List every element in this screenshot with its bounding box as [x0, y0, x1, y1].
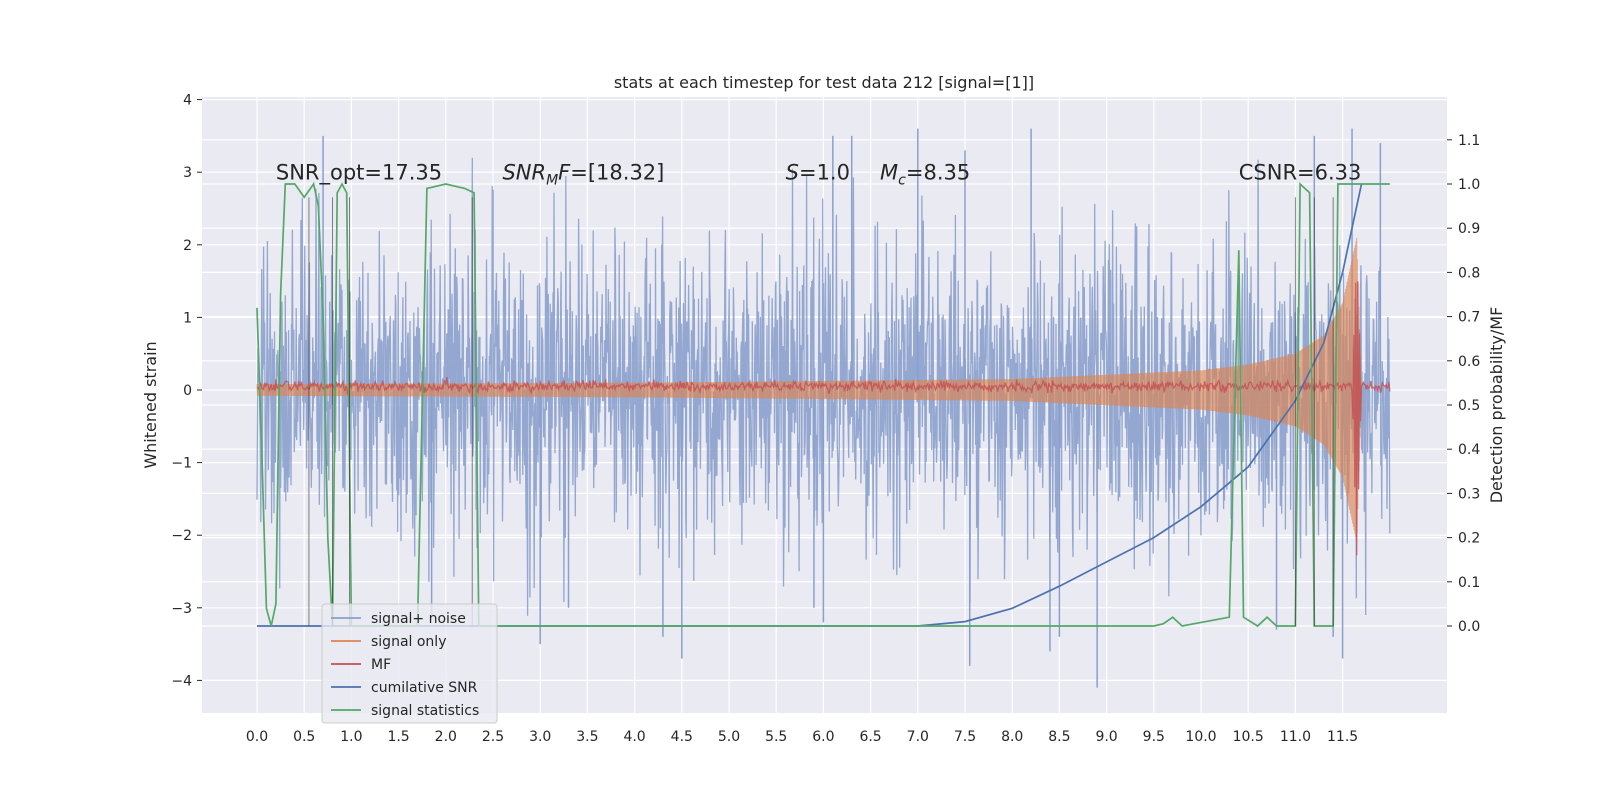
annotation-2: S=1.0 [786, 160, 850, 184]
series-cumilative-snr [257, 183, 1363, 627]
x-tick-label: 7.0 [907, 729, 929, 745]
annotation-part: M [880, 160, 898, 184]
annotation-part: =1.0 [799, 160, 850, 184]
y-right-tick-label: 0.3 [1458, 486, 1480, 502]
y-axis-label: Whitened strain [141, 341, 160, 468]
y-right-tick-label: 0.2 [1458, 531, 1480, 547]
y-tick-label: 4 [183, 93, 192, 109]
y-right-tick-label: 0.4 [1458, 442, 1480, 458]
x-tick-label: 7.5 [954, 729, 976, 745]
annotation-part: M [546, 172, 558, 188]
annotation-part: S [786, 160, 799, 184]
series-signal-only [256, 237, 1362, 541]
annotation-layer: SNR_opt=17.35 SNRMF=[18.32] S=1.0 Mc=8.35 CS… [276, 160, 1362, 188]
y-right-tick-label: 0.7 [1458, 310, 1480, 326]
legend: signal+ noise signal only MF cumilative SNR… [321, 603, 498, 724]
mf-line [256, 281, 1391, 556]
x-tick-label: 3.0 [529, 729, 551, 745]
y-tick-label: 0 [183, 383, 192, 399]
annotation-part: c [898, 172, 906, 188]
x-tick-label: 4.5 [671, 729, 693, 745]
y-tick-label: −1 [171, 456, 192, 472]
x-tick-label: 8.5 [1048, 729, 1070, 745]
x-tick-label: 8.0 [1001, 729, 1023, 745]
y-right-tick-label: 0.0 [1458, 619, 1480, 635]
y-tick-label: 1 [183, 310, 192, 326]
x-tick-label: 9.5 [1143, 729, 1165, 745]
y-right-tick-label: 0.6 [1458, 354, 1480, 370]
x-tick-label: 10.0 [1185, 729, 1216, 745]
annotation-1: SNRMF=[18.32] [502, 160, 664, 188]
annotation-part: SNR [502, 160, 546, 184]
y-tick-label: −2 [171, 528, 192, 544]
y-tick-label: 2 [183, 238, 192, 254]
signal-only-line [256, 237, 1362, 541]
y-right-tick-label: 0.1 [1458, 575, 1480, 591]
x-tick-label: 1.0 [340, 729, 362, 745]
y-tick-label: 3 [183, 165, 192, 181]
x-tick-label: 0.5 [293, 729, 315, 745]
legend-item-label: cumilative SNR [371, 680, 478, 696]
annotation-part: =[18.32] [570, 160, 664, 184]
y-axis-label-right: Detection probability/MF [1487, 307, 1506, 504]
cumilative-snr-line [257, 183, 1363, 627]
annotation-part: =8.35 [906, 160, 970, 184]
annotation-part: F [558, 160, 571, 184]
annotation-0: SNR_opt=17.35 [276, 160, 442, 185]
x-tick-label: 5.0 [718, 729, 740, 745]
x-tick-label: 11.5 [1327, 729, 1358, 745]
legend-item-label: signal only [371, 634, 446, 650]
series-signal-statistics [256, 181, 1390, 628]
y-right-tick-label: 0.8 [1458, 265, 1480, 281]
series-layer [256, 128, 1391, 688]
x-tick-label: 4.0 [623, 729, 645, 745]
series-mf [256, 281, 1391, 556]
x-tick-label: 10.5 [1233, 729, 1264, 745]
legend-item-label: signal statistics [371, 703, 479, 719]
y-tick-label: −3 [171, 601, 192, 617]
x-tick-label: 2.0 [435, 729, 457, 745]
signal-statistics-line [256, 181, 1390, 628]
x-tick-label: 11.0 [1280, 729, 1311, 745]
x-tick-label: 0.0 [246, 729, 268, 745]
axes-layer: 0.0 0.5 1.0 1.5 2.0 2.5 3.0 3.5 4.0 4.5 5.0 5.5 6.0 6… [171, 93, 1480, 745]
x-tick-label: 2.5 [482, 729, 504, 745]
legend-item-label: MF [371, 657, 391, 673]
x-tick-label: 6.5 [859, 729, 881, 745]
y-right-tick-label: 0.9 [1458, 221, 1480, 237]
annotation-4: CSNR=6.33 [1239, 160, 1362, 184]
y-right-tick-label: 1.0 [1458, 177, 1480, 193]
signal-noise-line [256, 157, 1391, 616]
x-tick-label: 9.0 [1095, 729, 1117, 745]
y-right-tick-label: 0.5 [1458, 398, 1480, 414]
legend-box [321, 603, 498, 724]
x-tick-label: 3.5 [576, 729, 598, 745]
legend-item-label: signal+ noise [371, 611, 466, 627]
x-tick-label: 5.5 [765, 729, 787, 745]
y-tick-label: −4 [171, 673, 192, 689]
x-tick-label: 1.5 [387, 729, 409, 745]
y-right-tick-label: 1.1 [1458, 133, 1480, 149]
x-tick-label: 6.0 [812, 729, 834, 745]
chart-title: stats at each timestep for test data 212… [614, 73, 1034, 92]
annotation-3: Mc=8.35 [880, 160, 970, 188]
